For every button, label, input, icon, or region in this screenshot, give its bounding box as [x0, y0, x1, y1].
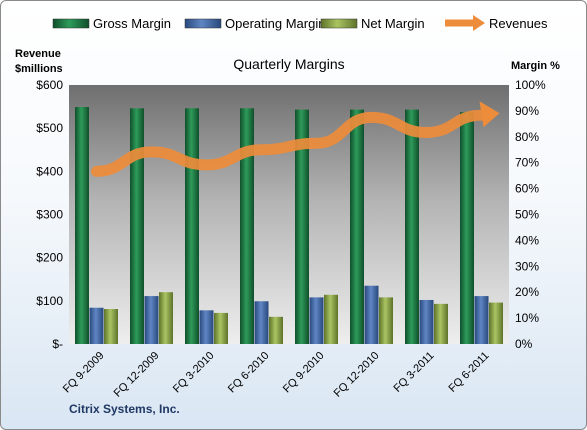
x-tick-label: FQ 3-2010: [171, 350, 217, 396]
legend-label: Operating Margin: [225, 16, 325, 31]
bar-operating-margin: [309, 297, 324, 344]
left-tick-label: $600: [36, 78, 63, 92]
bar-gross-margin: [185, 108, 199, 344]
bar-gross-margin: [295, 109, 309, 344]
bar-gross-margin: [75, 107, 89, 344]
legend-swatch: [320, 18, 358, 29]
revenue-line-path: [91, 109, 487, 177]
right-tick-label: 0%: [515, 337, 533, 351]
bar-operating-margin: [364, 285, 379, 344]
bar-net-margin: [489, 302, 503, 344]
right-axis-label: Margin %: [511, 60, 560, 72]
left-tick-label: $400: [36, 164, 63, 178]
right-tick-label: 40%: [515, 233, 539, 247]
bar-operating-margin: [144, 296, 159, 344]
left-axis-label-line: $millions: [15, 63, 63, 75]
bar-net-margin: [434, 303, 448, 344]
legend-label: Gross Margin: [93, 16, 171, 31]
bar-net-margin: [269, 316, 283, 344]
x-tick-label: FQ 6-2010: [226, 350, 272, 396]
right-tick-label: 60%: [515, 182, 539, 196]
right-tick-label: 90%: [515, 104, 539, 118]
x-tick-label: FQ 6-2011: [447, 350, 492, 395]
left-tick-label: $100: [36, 294, 63, 308]
bar-gross-margin: [130, 108, 144, 344]
bar-gross-margin: [240, 108, 254, 344]
right-tick-label: 70%: [515, 156, 539, 170]
right-tick-label: 30%: [515, 259, 539, 273]
legend-label: Net Margin: [361, 16, 425, 31]
bar-gross-margin: [405, 109, 419, 344]
revenue-line: [91, 101, 500, 177]
legend-label: Revenues: [489, 16, 548, 31]
bar-net-margin: [324, 294, 338, 344]
x-tick-label: FQ 9-2010: [281, 350, 327, 396]
bar-marks: [75, 107, 503, 344]
x-axis: FQ 9-2009 FQ 12-2009 FQ 3-2010 FQ 6-2010 FQ …: [61, 350, 492, 400]
left-tick-label: $300: [36, 208, 63, 222]
company-name: Citrix Systems, Inc.: [69, 402, 180, 416]
left-tick-label: $-: [52, 337, 63, 351]
bar-operating-margin: [474, 296, 489, 344]
right-tick-label: 50%: [515, 208, 539, 222]
left-axis: $- $100 $200 $300 $400 $500 $600: [36, 78, 63, 351]
bar-net-margin: [379, 297, 393, 344]
legend-swatch: [52, 18, 90, 29]
bar-gross-margin: [460, 112, 474, 344]
right-tick-label: 20%: [515, 285, 539, 299]
left-tick-label: $500: [36, 121, 63, 135]
bar-net-margin: [104, 309, 118, 344]
bar-operating-margin: [199, 310, 214, 344]
legend: Gross Margin Operating Margin Net Margin Re…: [52, 15, 548, 31]
bar-gross-margin: [350, 109, 364, 344]
left-tick-label: $200: [36, 251, 63, 265]
revenue-arrowhead: [479, 101, 500, 128]
bar-operating-margin: [254, 301, 269, 344]
x-tick-label: FQ 12-2010: [332, 350, 382, 400]
bar-operating-margin: [89, 307, 104, 344]
bar-net-margin: [214, 312, 228, 344]
bar-net-margin: [159, 292, 173, 344]
x-tick-label: FQ 9-2009: [61, 350, 107, 396]
left-axis-label: Revenue $millions: [15, 48, 63, 75]
right-tick-label: 100%: [515, 78, 546, 92]
chart-title: Quarterly Margins: [233, 56, 344, 72]
left-axis-label-line: Revenue: [15, 48, 61, 60]
x-tick-label: FQ 12-2009: [112, 350, 162, 400]
bar-operating-margin: [419, 299, 434, 344]
right-tick-label: 80%: [515, 130, 539, 144]
right-axis: 0% 10% 20% 30% 40% 50% 60% 70% 80% 90% 100%: [515, 78, 546, 351]
legend-swatch: [184, 18, 222, 29]
legend-swatch-arrow: [473, 15, 485, 31]
right-tick-label: 10%: [515, 311, 539, 325]
x-tick-label: FQ 3-2011: [392, 350, 437, 395]
